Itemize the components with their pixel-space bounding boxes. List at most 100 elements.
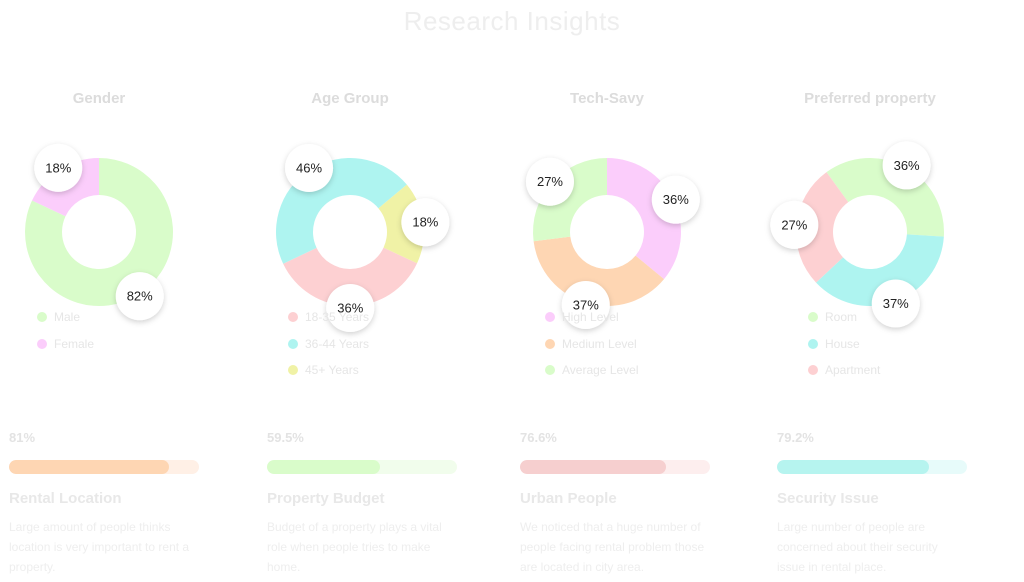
progress-bar [777,460,967,474]
page-title: Research Insights [403,6,621,36]
legend-label: 18-35 Years [305,310,370,325]
chart-legend: Room House Apartment [750,304,990,384]
stat-percent: 81% [9,430,36,445]
chart-legend: High Level Medium Level Average Level [487,304,727,384]
legend-label: Room [825,310,858,325]
legend-label: House [825,336,860,351]
donut-chart: 82% 18% [25,143,173,321]
progress-fill [267,460,381,474]
slice-label-male: 82% [115,272,164,321]
stat-urban-people: 76.6% Urban People We noticed that a hug… [520,430,710,577]
legend-item-male: Male [37,304,219,331]
legend-swatch [545,365,555,376]
progress-bar [9,460,199,474]
slice-label-45-years: 18% [401,198,450,247]
label-bubble [525,157,574,206]
legend-swatch [288,312,298,323]
slice-value-label: 46% [296,160,322,175]
slice-18-35-years [283,247,418,306]
chart-title: Gender [72,90,126,107]
label-bubble [561,280,610,329]
legend-label: 36-44 Years [305,336,370,351]
legend-label: 45+ Years [305,363,359,378]
stat-description: Large amount of people thinks location i… [9,520,190,574]
slice-label-36-44-years: 46% [285,143,334,192]
legend-label: High Level [562,310,619,325]
slice-value-label: 82% [127,289,153,304]
slice-apartment [796,172,849,283]
stat-title: Property Budget [267,490,385,507]
progress-fill [9,460,169,474]
legend-label: Average Level [562,363,639,378]
slice-value-label: 37% [883,296,909,311]
label-bubble [770,200,819,249]
legend-swatch [545,338,555,349]
label-bubble [285,143,334,192]
stat-title: Rental Location [9,490,122,507]
legend-item-average-level: Average Level [545,357,727,384]
slice-label-average-level: 27% [525,157,574,206]
slice-average-level [533,158,607,242]
slice-label-female: 18% [34,143,83,192]
legend-swatch [808,365,818,376]
slice-value-label: 36% [663,192,689,207]
tech-savvy-chart: Tech-Savy 36% 37% 27% High Level Medium Lev… [487,90,727,384]
preferred-property-chart: Preferred property 36% 37% 27% Room House Ap… [750,90,990,384]
chart-title: Age Group [311,90,389,107]
stat-security-issue: 79.2% Security Issue Large number of peo… [777,430,967,577]
legend-item-apartment: Apartment [808,357,990,384]
donut-chart: 36% 37% 27% [525,157,700,329]
stat-title: Urban People [520,490,617,507]
legend-item-house: House [808,331,990,358]
legend-label: Medium Level [562,336,637,351]
legend-swatch [288,365,298,376]
slice-label-house: 37% [871,279,920,328]
slice-label-room: 36% [882,141,931,190]
slice-male [25,158,173,306]
legend-label: Female [54,336,95,351]
gender-chart: Gender 82% 18% Male Female [0,90,219,357]
label-bubble [651,175,700,224]
slice-value-label: 27% [781,217,807,232]
stat-rental-location: 81% Rental Location Large amount of peop… [9,430,199,577]
age-group-chart: Age Group 36% 46% 18% 18-35 Years 36-44 Yea… [230,90,470,384]
chart-legend: Male Female [0,304,219,357]
progress-bar [267,460,457,474]
slice-label-high-level: 36% [651,175,700,224]
legend-item-18-35-years: 18-35 Years [288,304,470,331]
legend-label: Apartment [825,363,881,378]
label-bubble [34,143,83,192]
legend-swatch [808,312,818,323]
legend-item-female: Female [37,331,219,358]
slice-value-label: 27% [537,174,563,189]
progress-fill [777,460,929,474]
chart-title: Tech-Savy [570,90,644,107]
legend-swatch [37,312,47,323]
legend-item-36-44-years: 36-44 Years [288,331,470,358]
slice-value-label: 36% [337,300,363,315]
chart-title: Preferred property [804,90,936,107]
slice-medium-level [533,236,665,306]
legend-item-medium-level: Medium Level [545,331,727,358]
label-bubble [871,279,920,328]
legend-label: Male [54,310,81,325]
slice-label-18-35-years: 36% [326,283,375,332]
stat-percent: 79.2% [777,430,814,445]
donut-chart: 36% 46% 18% [276,143,450,332]
legend-item-high-level: High Level [545,304,727,331]
legend-item-45-years: 45+ Years [288,357,470,384]
stat-percent: 59.5% [267,430,304,445]
label-bubble [326,283,375,332]
slice-label-medium-level: 37% [561,280,610,329]
progress-bar [520,460,710,474]
legend-swatch [37,338,47,349]
stat-title: Security Issue [777,490,879,507]
slice-label-apartment: 27% [770,200,819,249]
donut-chart: 36% 37% 27% [770,141,944,328]
stat-description: We noticed that a huge number of people … [520,520,705,574]
slice-value-label: 18% [45,160,71,175]
slice-value-label: 18% [412,215,438,230]
stat-description: Large number of people are concerned abo… [777,520,938,574]
stat-percent: 76.6% [520,430,557,445]
progress-fill [520,460,666,474]
